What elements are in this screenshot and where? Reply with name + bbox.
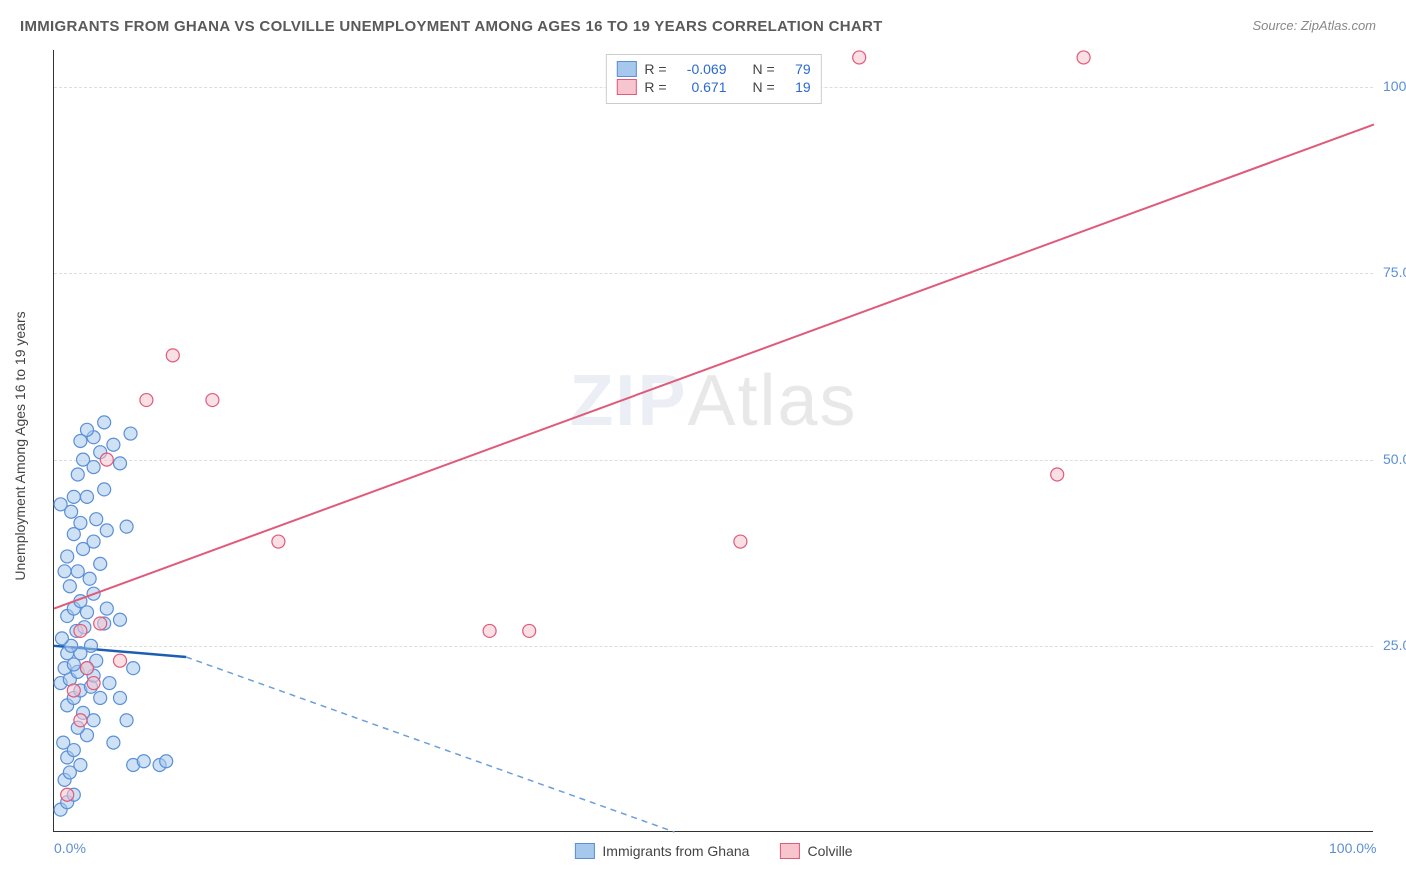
y-tick-label: 50.0% <box>1383 451 1406 467</box>
plot-svg <box>54 50 1373 831</box>
data-point <box>120 520 133 533</box>
plot-area: ZIPAtlas 25.0%50.0%75.0%100.0% R =-0.069… <box>53 50 1373 832</box>
x-tick-label: 100.0% <box>1329 840 1376 856</box>
data-point <box>94 691 107 704</box>
data-point <box>77 453 90 466</box>
y-axis-label: Unemployment Among Ages 16 to 19 years <box>12 311 28 580</box>
stat-legend-row: R = 0.671 N = 19 <box>616 79 810 95</box>
data-point <box>124 427 137 440</box>
data-point <box>103 677 116 690</box>
stat-n-label: N = <box>753 79 775 95</box>
stat-legend-row: R = -0.069 N = 79 <box>616 61 810 77</box>
data-point <box>100 453 113 466</box>
data-point <box>114 457 127 470</box>
data-point <box>114 613 127 626</box>
data-point <box>55 632 68 645</box>
stat-n-value: 79 <box>783 61 811 77</box>
y-tick-label: 75.0% <box>1383 264 1406 280</box>
data-point <box>206 394 219 407</box>
data-point <box>107 736 120 749</box>
data-point <box>853 51 866 64</box>
stat-r-value: 0.671 <box>675 79 727 95</box>
stat-r-label: R = <box>644 79 666 95</box>
data-point <box>81 423 94 436</box>
legend-label: Colville <box>807 843 852 859</box>
stat-r-value: -0.069 <box>675 61 727 77</box>
chart-title: IMMIGRANTS FROM GHANA VS COLVILLE UNEMPL… <box>20 18 883 35</box>
data-point <box>67 490 80 503</box>
trend-line-ext <box>186 657 674 832</box>
stat-n-value: 19 <box>783 79 811 95</box>
data-point <box>114 691 127 704</box>
legend-swatch <box>616 61 636 77</box>
data-point <box>100 602 113 615</box>
data-point <box>81 490 94 503</box>
data-point <box>74 516 87 529</box>
chart-container: IMMIGRANTS FROM GHANA VS COLVILLE UNEMPL… <box>0 0 1406 892</box>
data-point <box>114 654 127 667</box>
stat-r-label: R = <box>644 61 666 77</box>
data-point <box>61 788 74 801</box>
data-point <box>54 498 67 511</box>
data-point <box>71 468 84 481</box>
data-point <box>98 416 111 429</box>
data-point <box>90 513 103 526</box>
data-point <box>160 755 173 768</box>
stat-n-label: N = <box>753 61 775 77</box>
data-point <box>140 394 153 407</box>
data-point <box>84 639 97 652</box>
data-point <box>74 624 87 637</box>
data-point <box>67 684 80 697</box>
data-point <box>166 349 179 362</box>
legend-swatch <box>779 843 799 859</box>
data-point <box>94 557 107 570</box>
y-tick-label: 25.0% <box>1383 637 1406 653</box>
data-point <box>74 758 87 771</box>
legend-swatch <box>616 79 636 95</box>
bottom-legend-item: Immigrants from Ghana <box>574 843 749 859</box>
data-point <box>57 736 70 749</box>
x-tick-label: 0.0% <box>54 840 86 856</box>
data-point <box>71 565 84 578</box>
data-point <box>87 535 100 548</box>
data-point <box>272 535 285 548</box>
y-tick-label: 100.0% <box>1383 78 1406 94</box>
legend-label: Immigrants from Ghana <box>602 843 749 859</box>
data-point <box>98 483 111 496</box>
data-point <box>83 572 96 585</box>
chart-source: Source: ZipAtlas.com <box>1252 18 1376 33</box>
bottom-legend: Immigrants from Ghana Colville <box>574 843 852 859</box>
data-point <box>120 714 133 727</box>
data-point <box>94 617 107 630</box>
data-point <box>734 535 747 548</box>
data-point <box>137 755 150 768</box>
data-point <box>81 662 94 675</box>
data-point <box>483 624 496 637</box>
data-point <box>74 714 87 727</box>
stat-legend: R = -0.069 N = 79 R = 0.671 N = 19 <box>605 54 821 104</box>
data-point <box>523 624 536 637</box>
data-point <box>61 550 74 563</box>
data-point <box>58 565 71 578</box>
data-point <box>63 580 76 593</box>
trend-line <box>54 124 1374 608</box>
data-point <box>127 662 140 675</box>
data-point <box>107 438 120 451</box>
bottom-legend-item: Colville <box>779 843 852 859</box>
data-point <box>87 677 100 690</box>
data-point <box>1051 468 1064 481</box>
data-point <box>100 524 113 537</box>
data-point <box>1077 51 1090 64</box>
legend-swatch <box>574 843 594 859</box>
